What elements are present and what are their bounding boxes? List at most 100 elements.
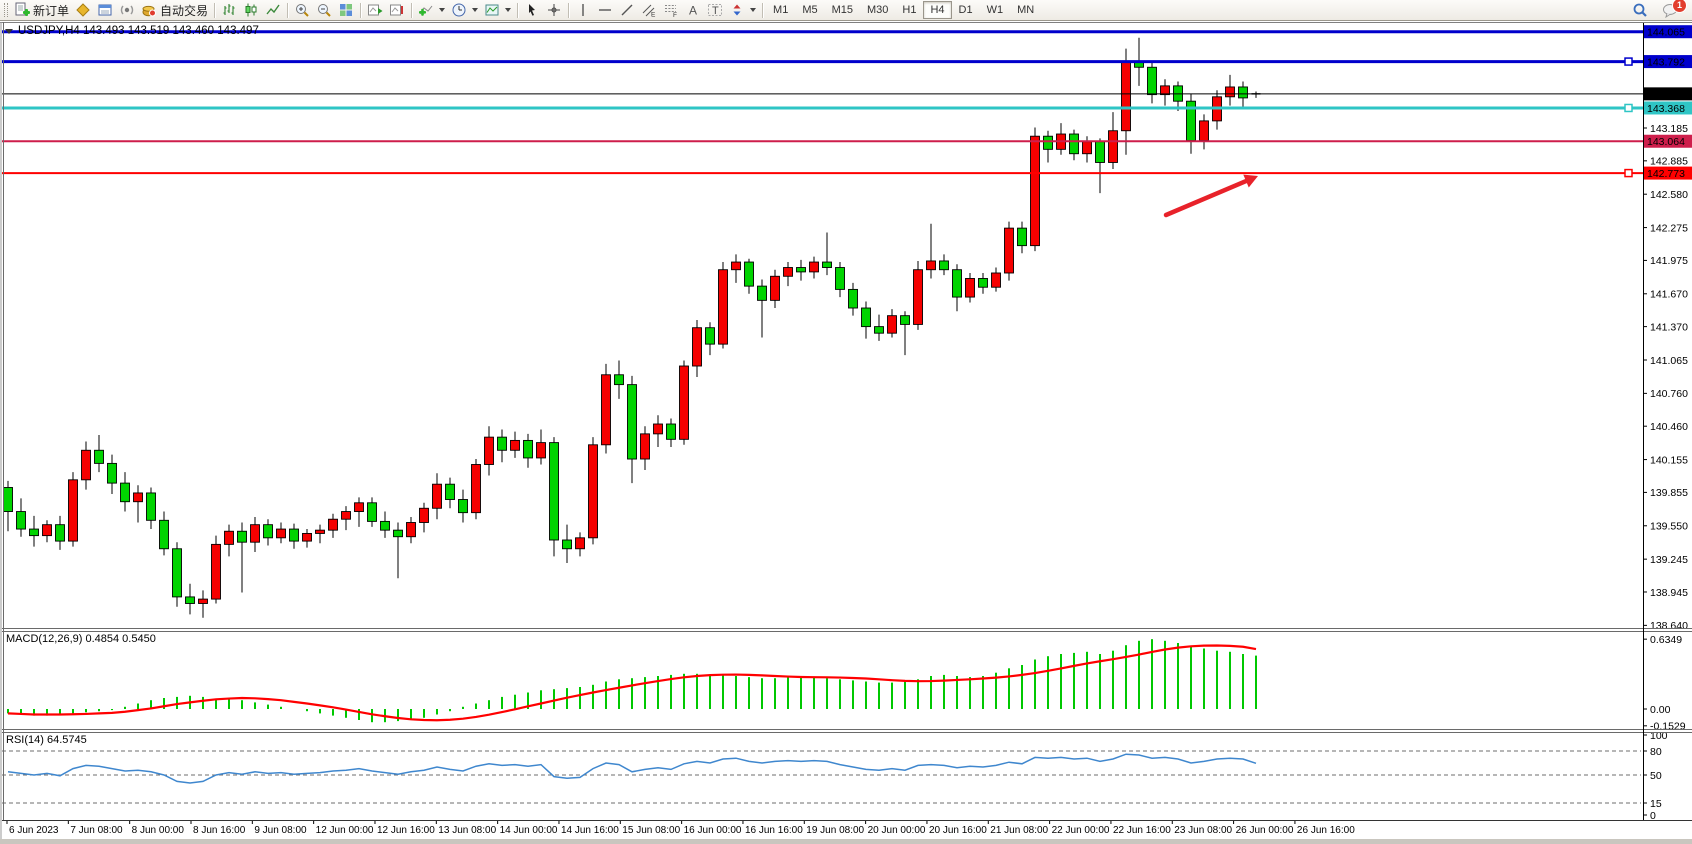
toolbar-separator (568, 2, 570, 18)
chart-canvas[interactable]: 144.065 143.792 143.497 143.368 143.064 142.7… (0, 22, 1692, 844)
svg-text:139.245: 139.245 (1650, 554, 1688, 566)
arrows-button[interactable] (726, 1, 759, 20)
line-handle[interactable] (1624, 168, 1633, 178)
candle (848, 282, 858, 316)
tile-windows-icon (340, 4, 353, 16)
cursor-button[interactable] (521, 1, 543, 20)
navigator-button[interactable] (116, 1, 138, 20)
line-handle[interactable] (1624, 57, 1633, 66)
horizontal-line-button[interactable] (594, 1, 616, 20)
candle (939, 254, 949, 276)
line-chart-button[interactable] (262, 1, 284, 20)
text-label-button[interactable]: T (704, 1, 726, 20)
charts-profile-button[interactable] (72, 1, 94, 20)
notifications-button[interactable]: 1 (1659, 0, 1687, 20)
candle (809, 256, 819, 279)
templates-button[interactable] (481, 1, 514, 20)
candle (133, 485, 143, 523)
candle (354, 497, 364, 527)
candle (653, 415, 663, 447)
auto-scroll-button[interactable] (364, 1, 386, 20)
candle (68, 472, 78, 547)
candle (627, 375, 637, 484)
toolbar-right: 1 (1629, 0, 1692, 20)
line-handle[interactable] (1624, 103, 1633, 113)
svg-text:22 Jun 16:00: 22 Jun 16:00 (1113, 825, 1171, 836)
svg-text:138.640: 138.640 (1650, 620, 1688, 632)
candle (445, 477, 455, 509)
chart-shift-button[interactable] (386, 1, 408, 20)
trendline-button[interactable] (616, 1, 638, 20)
autotrading-button[interactable]: 自动交易 (138, 1, 211, 20)
timeframe-w1[interactable]: W1 (986, 4, 1004, 16)
candle (692, 320, 702, 377)
toolbar-separator (214, 2, 216, 18)
timeframe-h1[interactable]: H1 (902, 4, 917, 16)
dropdown-caret-icon (472, 8, 479, 12)
timeframe-m30[interactable]: M30 (867, 4, 889, 16)
text-button[interactable]: A (682, 1, 704, 20)
svg-text:7 Jun 08:00: 7 Jun 08:00 (70, 825, 123, 836)
svg-text:16 Jun 16:00: 16 Jun 16:00 (745, 825, 803, 836)
text-icon: A (689, 4, 697, 18)
zoom-in-button[interactable] (291, 1, 313, 20)
zoom-out-button[interactable] (313, 1, 335, 20)
tile-windows-button[interactable] (335, 1, 357, 20)
candle (1004, 221, 1014, 281)
timeframe-h4[interactable]: H4 (923, 1, 952, 19)
chart-window[interactable]: 144.065 143.792 143.497 143.368 143.064 142.7… (0, 22, 1692, 844)
toolbar-grip[interactable] (4, 3, 8, 17)
crosshair-button[interactable] (543, 1, 565, 20)
candle (367, 497, 377, 527)
price-badge: 143.792 (1644, 55, 1692, 68)
candle (432, 473, 442, 520)
toolbar-separator (411, 2, 413, 18)
candle (783, 262, 793, 287)
candle (328, 513, 338, 538)
search-button[interactable] (1629, 1, 1651, 20)
candle (1238, 81, 1248, 108)
candle (978, 272, 988, 294)
zoom-in-icon (296, 4, 309, 17)
timeframe-m1[interactable]: M1 (773, 4, 789, 16)
hline-142.773[interactable] (2, 168, 1643, 178)
timeframe-mn[interactable]: MN (1017, 4, 1035, 16)
candlestick-chart-button[interactable] (240, 1, 262, 20)
vertical-line-button[interactable] (572, 1, 594, 20)
indicators-button[interactable] (415, 1, 448, 20)
timeframe-m15[interactable]: M15 (831, 4, 853, 16)
svg-text:20 Jun 16:00: 20 Jun 16:00 (929, 825, 987, 836)
candle (29, 515, 39, 547)
svg-text:141.975: 141.975 (1650, 255, 1688, 267)
hline-143.368[interactable] (2, 103, 1643, 113)
candlestick-chart-icon (245, 3, 257, 17)
periods-button[interactable] (448, 1, 481, 20)
svg-text:20 Jun 00:00: 20 Jun 00:00 (868, 825, 926, 836)
market-watch-button[interactable] (94, 1, 116, 20)
channel-button[interactable]: E (638, 1, 660, 20)
hline-143.792[interactable] (2, 57, 1643, 66)
templates-icon (485, 4, 499, 16)
auto-scroll-icon (368, 4, 383, 16)
trend-arrow-annotation[interactable] (1163, 174, 1258, 218)
candle (601, 363, 611, 454)
zoom-out-icon (318, 4, 331, 17)
candle (536, 429, 546, 465)
bar-chart-button[interactable] (218, 1, 240, 20)
svg-text:144.065: 144.065 (1647, 27, 1685, 39)
periods-clock-icon (452, 3, 466, 17)
svg-text:140.760: 140.760 (1650, 388, 1688, 400)
candle (757, 279, 767, 338)
candle (614, 360, 624, 399)
timeframe-m5[interactable]: M5 (802, 4, 818, 16)
candle (380, 511, 390, 538)
collapse-ohlc-icon[interactable] (5, 28, 13, 34)
timeframe-d1[interactable]: D1 (958, 4, 973, 16)
price-badge: 144.065 (1644, 25, 1692, 39)
candle (744, 258, 754, 294)
fibonacci-button[interactable]: F (660, 1, 682, 20)
crosshair-icon (548, 4, 561, 16)
charts-profile-icon (76, 3, 90, 17)
candle (406, 517, 416, 544)
new-order-button[interactable]: 新订单 (11, 1, 72, 20)
